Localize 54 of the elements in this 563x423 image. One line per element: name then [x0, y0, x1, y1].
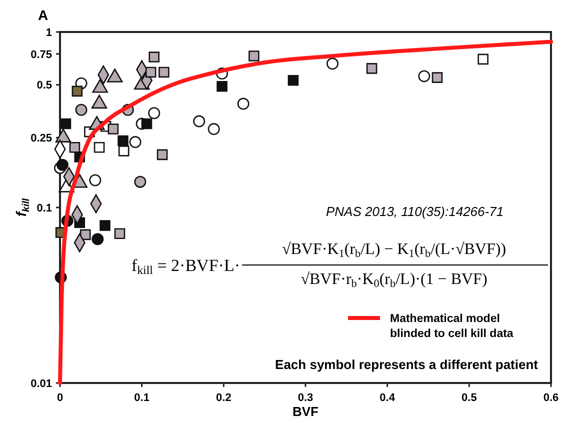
annotation: PNAS 2013, 110(35):14266-71 [326, 204, 504, 219]
x-axis-title: BVF [292, 404, 319, 419]
x-tick-label: 0.4 [380, 392, 396, 404]
y-tick-label: 1 [46, 26, 52, 39]
point [118, 146, 130, 156]
point [326, 58, 339, 70]
point [100, 220, 110, 231]
point [141, 118, 152, 130]
y-tick-label: 0.1 [36, 202, 52, 214]
point [288, 74, 299, 86]
line-series [58, 40, 553, 385]
annotation: f$_{kill}$ = 2·BVF·L· [131, 256, 240, 277]
point [129, 136, 142, 148]
legend-label: Mathematical model blinded to cell kill data [390, 313, 514, 340]
point [56, 158, 68, 171]
point [208, 123, 220, 136]
point [432, 72, 443, 83]
y-tick-label: 0.75 [30, 48, 52, 61]
x-tick-label: 0 [56, 392, 64, 404]
point [92, 233, 104, 246]
point [158, 66, 170, 78]
point [94, 142, 105, 153]
x-tick-label: 0.3 [298, 392, 314, 404]
point [216, 80, 228, 92]
x-tick-label: 0.6 [543, 392, 559, 404]
point [72, 86, 83, 97]
point [248, 50, 260, 62]
x-tick-label: 0.1 [134, 392, 150, 404]
annotation: √BVF·r$_{b}$·K$_{0}$(r$_{b}$/L)·(1 − BVF) [300, 271, 488, 290]
point [148, 107, 160, 120]
point [418, 70, 430, 82]
point [114, 228, 126, 239]
x-tick-label: 0.5 [462, 392, 477, 404]
point [145, 66, 156, 78]
point [148, 52, 160, 62]
text: √BVF·K$_{1}$(r$_{b}$/L) − K$_{1}$(r$_{b}$/(L·√BVF)) [282, 241, 506, 260]
annotation: Each symbol represents a different patient [275, 357, 539, 372]
point [478, 54, 488, 65]
point [75, 104, 88, 116]
point [134, 176, 146, 188]
point [118, 135, 128, 146]
point [156, 149, 168, 160]
point [108, 124, 119, 134]
y-tick-label: 0.25 [30, 132, 52, 145]
x-tick-label: 0.2 [216, 392, 232, 404]
point [193, 115, 206, 128]
y-tick-label: 0.01 [30, 378, 52, 390]
y-tick-label: 0.5 [36, 80, 52, 92]
point [237, 98, 250, 110]
text: A [38, 7, 48, 23]
point [69, 142, 80, 153]
point [366, 63, 378, 74]
point [89, 174, 102, 186]
point [60, 118, 72, 130]
